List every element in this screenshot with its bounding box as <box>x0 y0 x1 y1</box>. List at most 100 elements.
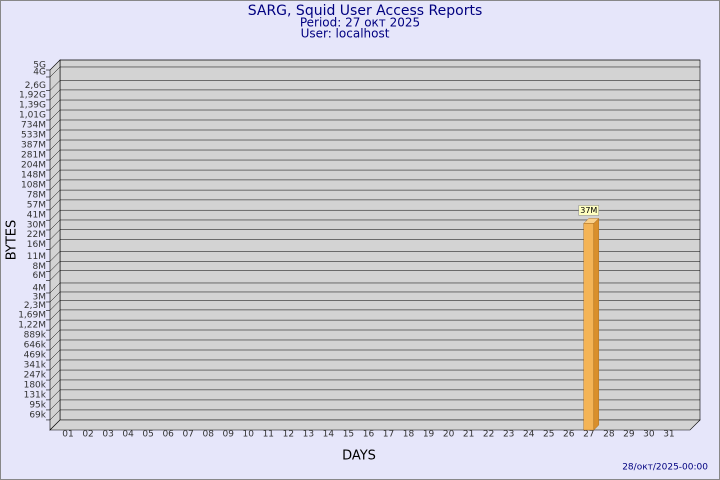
x-tick-label: 03 <box>102 430 113 440</box>
y-tick-label: 1,22M <box>18 321 46 331</box>
y-tick-label: 1,01G <box>19 111 46 121</box>
grid-line <box>49 409 700 421</box>
grid-line <box>49 99 700 111</box>
back-panel <box>59 59 701 421</box>
chart-title: SARG, Squid User Access Reports <box>248 3 483 19</box>
y-tick-label: 247k <box>24 371 47 381</box>
grid-line <box>49 309 700 321</box>
x-tick-label: 09 <box>223 430 235 440</box>
grid-line <box>49 369 700 381</box>
x-axis-label: DAYS <box>342 449 376 464</box>
y-tick-label: 1,92G <box>19 90 46 100</box>
grid-line <box>49 300 700 311</box>
y-axis-label: BYTES <box>5 220 20 261</box>
floor <box>49 419 701 431</box>
grid-line <box>49 109 700 121</box>
x-tick-label: 21 <box>463 430 474 440</box>
y-tick-label: 341k <box>24 360 47 370</box>
x-tick-label: 25 <box>543 430 554 440</box>
y-tick-label: 1,39G <box>19 101 46 111</box>
grid-line <box>49 270 700 281</box>
grid-line <box>49 149 700 161</box>
grid-line <box>49 379 700 391</box>
y-tick-label: 4M <box>33 283 47 293</box>
x-tick-label: 31 <box>663 430 674 440</box>
grid-line <box>49 159 700 171</box>
y-tick-label: 69k <box>29 410 46 420</box>
x-tick-label: 11 <box>263 430 274 440</box>
y-tick-label: 4G <box>33 67 46 77</box>
grid-line <box>49 239 700 250</box>
x-tick-label: 30 <box>643 430 655 440</box>
grid-line <box>49 329 700 341</box>
x-tick-label: 26 <box>563 430 575 440</box>
y-tick-label: 204M <box>21 161 46 171</box>
y-tick-label: 1,69M <box>18 310 46 320</box>
x-tick-label: 15 <box>343 430 354 440</box>
x-tick-label: 27 <box>583 430 594 440</box>
grid-line <box>49 389 700 401</box>
x-tick-label: 05 <box>142 430 153 440</box>
bar <box>583 223 594 431</box>
value-label-box <box>578 205 600 216</box>
grid-line <box>49 129 700 141</box>
x-tick-label: 29 <box>623 430 635 440</box>
grid-line <box>49 199 700 211</box>
y-tick-label: 41M <box>27 211 46 221</box>
y-tick-label: 108M <box>21 180 46 190</box>
grid-line <box>49 359 700 371</box>
y-tick-label: 180k <box>24 380 47 390</box>
x-tick-label: 01 <box>62 430 73 440</box>
y-tick-label: 22M <box>27 230 46 240</box>
y-tick-label: 30M <box>27 220 46 230</box>
grid-line <box>49 139 700 151</box>
grid-line <box>49 339 700 351</box>
x-tick-label: 22 <box>483 430 494 440</box>
x-tick-label: 23 <box>503 430 514 440</box>
chart-subtitle: User: localhost <box>301 27 390 41</box>
y-tick-label: 2,6G <box>25 81 46 91</box>
chart-subtitle: Period: 27 окт 2025 <box>300 16 420 30</box>
y-tick-label: 6M <box>33 271 47 281</box>
grid-line <box>49 399 700 411</box>
grid-line <box>49 282 700 294</box>
grid-line <box>49 119 700 131</box>
x-tick-label: 07 <box>182 430 193 440</box>
y-tick-label: 5G <box>33 61 46 71</box>
x-tick-label: 04 <box>122 430 134 440</box>
grid-line <box>49 169 700 181</box>
y-tick-label: 533M <box>21 131 46 141</box>
x-tick-label: 08 <box>202 430 214 440</box>
y-tick-label: 889k <box>24 331 47 341</box>
grid-line <box>49 179 700 191</box>
left-wall <box>49 59 61 431</box>
y-tick-label: 2,3M <box>24 301 46 311</box>
x-tick-label: 28 <box>603 430 615 440</box>
grid-line <box>49 349 700 361</box>
grid-line <box>49 89 700 101</box>
value-label: 37M <box>580 206 597 215</box>
x-tick-label: 24 <box>523 430 535 440</box>
y-tick-label: 11M <box>27 252 46 262</box>
grid-line <box>49 291 700 303</box>
x-tick-label: 13 <box>303 430 314 440</box>
y-tick-label: 16M <box>27 240 46 250</box>
grid-line <box>49 261 700 272</box>
x-tick-label: 20 <box>443 430 455 440</box>
grid-line <box>49 209 700 221</box>
y-tick-label: 469k <box>24 351 47 361</box>
y-tick-label: 95k <box>29 400 46 410</box>
x-tick-label: 18 <box>403 430 415 440</box>
footer: 28/окт/2025-00:00 <box>622 463 708 473</box>
grid-line <box>49 251 700 262</box>
y-tick-label: 148M <box>21 171 46 181</box>
y-tick-label: 8M <box>33 262 47 272</box>
y-tick-label: 387M <box>21 141 46 151</box>
grid-line <box>49 319 700 331</box>
grid-line <box>49 59 700 71</box>
bar-side <box>593 217 599 431</box>
x-tick-label: 16 <box>363 430 375 440</box>
y-tick-label: 3M <box>33 292 47 302</box>
x-tick-label: 14 <box>323 430 335 440</box>
